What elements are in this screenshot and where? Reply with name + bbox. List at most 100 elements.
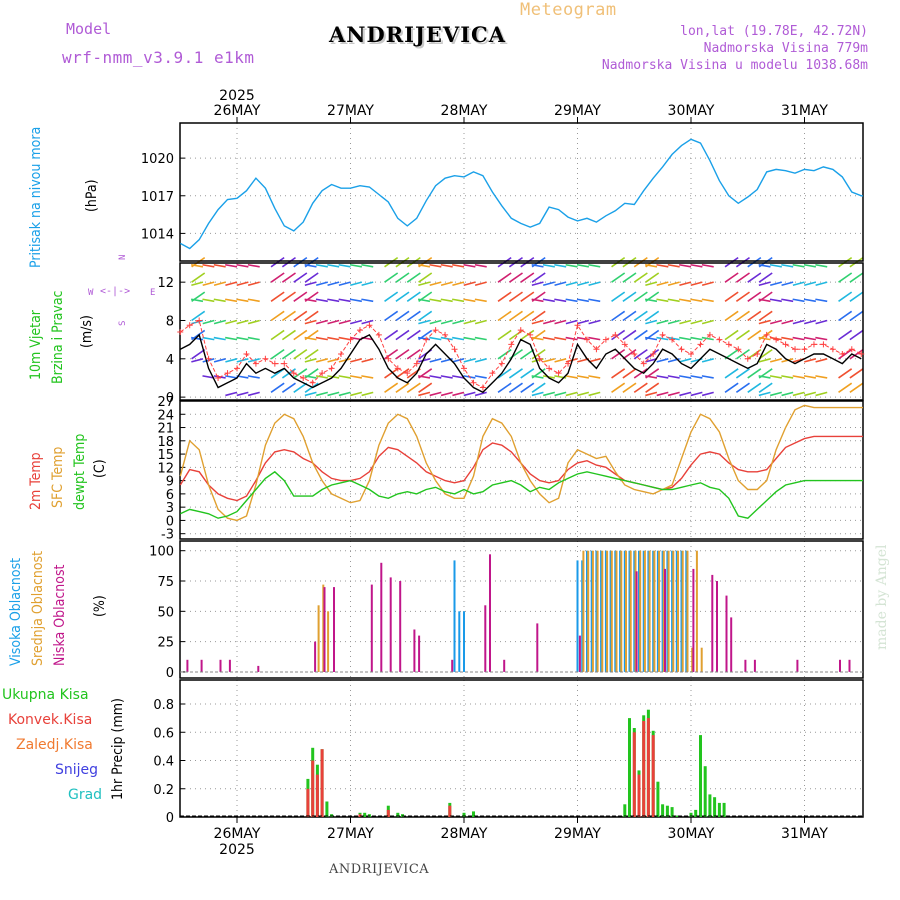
bar-visoka-oblacnost — [675, 550, 678, 672]
wind-arrow — [735, 291, 750, 302]
wind-arrow — [701, 358, 714, 363]
bar-konvek-kisa — [642, 721, 646, 817]
wind-arrow — [270, 256, 285, 268]
wind-arrow — [690, 263, 703, 268]
bar-niska-oblacnost — [744, 659, 747, 672]
wind-arrow — [191, 358, 204, 363]
bar-visoka-oblacnost — [614, 550, 617, 672]
gust-marker — [810, 341, 817, 348]
wind-arrow — [315, 263, 328, 268]
wind-arrow — [203, 392, 215, 395]
wind-arrow — [792, 263, 805, 268]
wind-arrow — [644, 375, 658, 379]
gust-marker — [621, 341, 628, 348]
wind-arrow — [633, 291, 648, 302]
wind-arrow — [418, 382, 433, 393]
wind-arrow — [281, 310, 296, 322]
y-tick-label: 0 — [166, 666, 174, 681]
wind-arrow — [611, 382, 626, 393]
gust-marker — [763, 331, 770, 338]
gust-marker — [583, 336, 590, 343]
wind-arrow — [781, 319, 794, 325]
bar-ukupna-kisa — [722, 802, 726, 817]
bar-srednja-oblacnost — [639, 550, 642, 672]
wind-arrow — [701, 298, 714, 303]
bar-konvek-kisa — [386, 809, 390, 817]
wind-arrow — [633, 348, 648, 360]
wind-arrow — [452, 358, 465, 363]
wind-arrow — [463, 319, 476, 325]
wind-arrow — [293, 291, 308, 302]
gust-marker — [735, 346, 742, 353]
wind-arrow — [690, 336, 703, 341]
wind-arrow — [418, 281, 431, 287]
wind-arrow — [247, 281, 260, 287]
wind-arrow — [588, 319, 601, 325]
series-line-pritisak-na-nivou-mora — [179, 138, 863, 250]
gust-marker — [470, 379, 477, 386]
wind-arrow — [214, 392, 226, 395]
wind-arrow — [270, 382, 285, 393]
wind-arrow — [293, 348, 308, 360]
wind-arrow — [849, 329, 864, 341]
wind-arrow — [304, 263, 317, 268]
wind-arrow — [191, 272, 206, 283]
wind-arrow — [474, 391, 487, 397]
gust-marker — [801, 346, 808, 353]
wind-arrow — [361, 298, 374, 303]
bar-srednja-oblacnost — [677, 550, 679, 672]
model-label: Model — [66, 20, 112, 38]
wind-arrow — [281, 382, 296, 393]
bar-visoka-oblacnost — [633, 550, 636, 672]
compass-e: E — [150, 288, 156, 298]
wind-arrow — [770, 391, 783, 397]
bar-ukupna-kisa — [462, 812, 466, 817]
y-tick-label: 4 — [166, 353, 174, 368]
gust-marker — [839, 351, 846, 358]
y-tick-label: 15 — [157, 448, 174, 463]
wind-arrow — [338, 319, 351, 325]
wind-arrow — [701, 319, 714, 325]
wind-arrow — [474, 298, 487, 303]
bar-niska-oblacnost — [186, 659, 189, 672]
wind-arrow — [543, 281, 556, 287]
wind-arrow — [304, 298, 317, 303]
bar-ukupna-kisa — [325, 801, 329, 817]
bar-visoka-oblacnost — [671, 550, 674, 672]
bar-visoka-oblacnost — [623, 550, 626, 672]
wind-arrow — [554, 319, 567, 325]
bar-niska-oblacnost — [333, 587, 335, 672]
wind-arrow — [645, 281, 658, 287]
gust-marker — [461, 365, 467, 372]
gust-marker — [725, 341, 732, 348]
wind-arrow — [633, 272, 648, 283]
wind-arrow — [531, 391, 544, 397]
wind-arrow — [202, 263, 215, 268]
wind-arrow — [735, 272, 750, 283]
wind-arrow — [418, 358, 431, 363]
wind-arrow — [633, 329, 648, 341]
bar-visoka-oblacnost — [652, 550, 655, 672]
wind-arrow — [679, 298, 692, 303]
wind-arrow — [440, 298, 453, 303]
wind-arrow — [440, 319, 453, 325]
wind-arrow — [554, 358, 567, 363]
wind-arrow — [781, 336, 794, 341]
wind-arrow — [792, 319, 805, 325]
gust-marker — [716, 336, 723, 343]
wind-arrow — [701, 391, 714, 397]
wind-arrow — [531, 319, 544, 325]
wind-arrow — [236, 391, 249, 397]
compass-w: W — [88, 288, 94, 298]
wind-arrow — [474, 358, 487, 363]
bar-srednja-oblacnost — [634, 550, 637, 672]
wind-arrow — [395, 329, 410, 341]
bar-niska-oblacnost — [692, 568, 695, 672]
gust-marker — [527, 331, 534, 338]
gust-marker — [858, 351, 865, 358]
wind-arrow — [191, 310, 206, 322]
wind-arrow — [429, 375, 442, 379]
wind-arrow — [758, 358, 771, 363]
wind-arrow — [463, 336, 476, 341]
wind-arrow — [384, 329, 399, 341]
